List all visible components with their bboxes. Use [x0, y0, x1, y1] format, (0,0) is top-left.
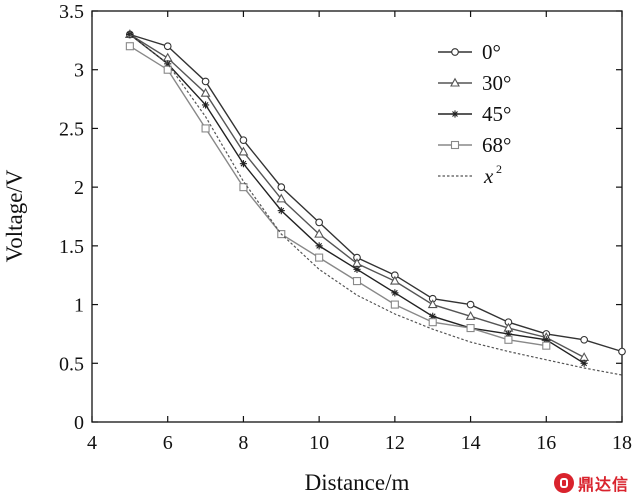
data-point [353, 265, 361, 273]
legend-label: 45° [482, 102, 511, 126]
data-point [580, 359, 588, 367]
data-point [504, 335, 513, 344]
legend-marker [450, 77, 460, 87]
series-3 [125, 42, 551, 350]
legend-item: 0° [438, 40, 501, 64]
legend-marker [450, 140, 460, 150]
data-point [276, 193, 287, 203]
y-tick-label: 1.5 [59, 236, 84, 258]
legend-marker [451, 48, 459, 56]
y-tick-label: 2.5 [59, 118, 84, 140]
data-point [125, 42, 134, 51]
data-point [580, 335, 588, 344]
data-point [126, 30, 134, 39]
data-point [162, 52, 173, 62]
axis-ticks [91, 10, 623, 423]
series-line [129, 45, 547, 347]
data-point [389, 275, 400, 285]
data-point [579, 352, 590, 361]
data-point [239, 183, 248, 192]
series-1 [124, 29, 590, 361]
y-tick-label: 2 [74, 177, 84, 199]
data-point [466, 300, 475, 309]
x-tick-label: 4 [87, 432, 97, 454]
legend-label-superscript: 2 [496, 162, 502, 176]
x-axis-title: Distance/m [305, 470, 410, 495]
series-line [129, 34, 623, 376]
data-point [542, 341, 551, 350]
data-point [314, 228, 325, 238]
data-point [277, 207, 285, 215]
data-point [428, 318, 437, 327]
data-point [504, 330, 513, 338]
data-point [315, 218, 323, 227]
x-tick-label: 16 [536, 432, 556, 454]
y-tick-label: 0.5 [59, 353, 84, 375]
y-tick-label: 0 [74, 412, 84, 434]
data-point [163, 65, 172, 74]
series-4 [129, 34, 623, 376]
x-tick-label: 14 [461, 432, 481, 454]
legend-label: 0° [482, 40, 501, 64]
data-point [201, 124, 210, 133]
legend-marker [451, 110, 459, 118]
data-point [390, 300, 399, 309]
legend-label: 30° [482, 71, 511, 95]
data-point [201, 101, 210, 109]
data-point [201, 77, 210, 86]
y-tick-label: 3.5 [59, 1, 84, 23]
data-point [391, 289, 399, 297]
data-point [618, 347, 626, 356]
x-tick-label: 12 [385, 432, 405, 454]
data-point [239, 136, 248, 145]
watermark-text: 鼎达信 [577, 475, 629, 494]
legend-item: 45° [438, 102, 511, 126]
legend-label: 68° [482, 133, 511, 157]
legend: 0° 30° 45° 68° x 2 [438, 40, 511, 188]
x-tick-label: 18 [612, 432, 632, 454]
data-point [239, 160, 248, 168]
watermark: 鼎达信 [553, 471, 629, 495]
series-0 [126, 30, 626, 356]
legend-item: 30° [438, 71, 511, 95]
series-line [129, 33, 623, 353]
watermark-logo-icon [553, 473, 574, 493]
data-point [465, 310, 476, 320]
y-tick-label: 3 [74, 60, 84, 82]
y-axis-title: Voltage/V [2, 169, 27, 262]
series-2 [126, 30, 588, 367]
axis-tick-labels: 4 6 8 10 12 14 16 18 0 0.5 1 1.5 2 2.5 3 3.5 [59, 1, 632, 454]
x-tick-label: 8 [238, 432, 248, 454]
data-point [238, 146, 249, 156]
data-point [163, 42, 172, 51]
data-point [352, 277, 362, 286]
data-point [315, 253, 324, 262]
x-tick-label: 10 [309, 432, 329, 454]
data-point [427, 299, 438, 309]
data-point [466, 324, 475, 333]
plot-frame [91, 10, 623, 423]
data-point [315, 242, 323, 250]
x-tick-label: 6 [163, 432, 173, 454]
series-line [129, 33, 585, 359]
data-point [352, 258, 362, 268]
legend-item: 68° [438, 133, 511, 157]
legend-label: x [483, 164, 494, 188]
series-line [129, 33, 585, 364]
series-layer [124, 29, 626, 376]
data-point [200, 87, 211, 97]
y-tick-label: 1 [74, 295, 84, 317]
data-point [277, 183, 286, 191]
